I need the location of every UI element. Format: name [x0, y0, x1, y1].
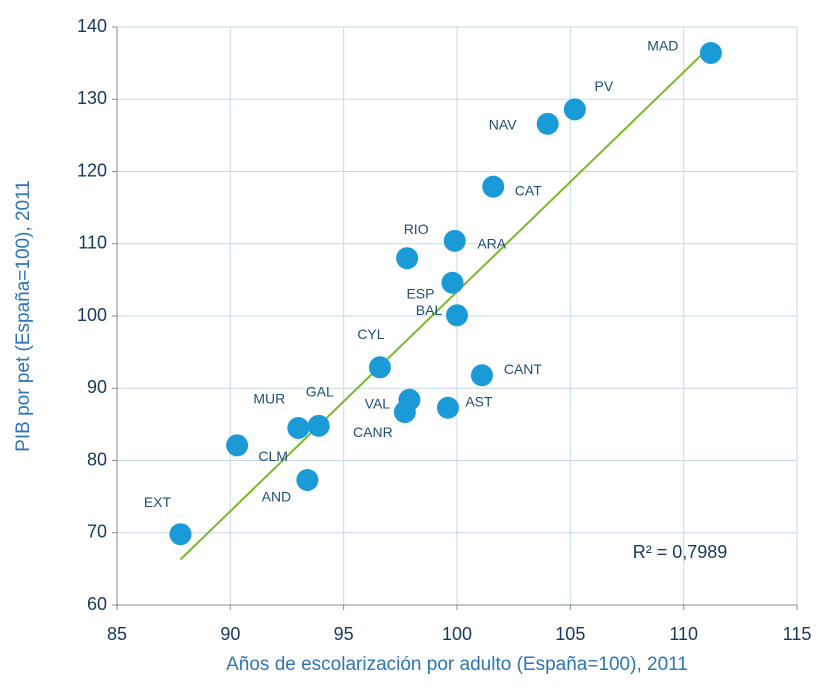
y-axis-title: PIB por pet (España=100), 2011 [13, 180, 34, 452]
point-label: EXT [144, 494, 172, 510]
x-tick-label: 95 [334, 624, 354, 644]
y-tick-label: 140 [77, 16, 107, 36]
x-tick-label: 105 [555, 624, 585, 644]
r-squared: R² = 0,7989 [633, 542, 728, 562]
point-label: AND [262, 489, 292, 505]
point [368, 356, 391, 379]
point-label: CYL [357, 326, 384, 342]
point [470, 364, 493, 387]
point [169, 523, 192, 546]
point [396, 247, 419, 270]
point-label: PV [595, 78, 614, 94]
point-label: BAL [416, 302, 443, 318]
point [446, 304, 468, 327]
point-label: GAL [306, 384, 334, 400]
point [699, 42, 722, 65]
y-tick-label: 110 [78, 233, 107, 253]
y-tick-label: 80 [87, 449, 107, 469]
y-tick-label: 130 [77, 88, 107, 108]
point-label: CAT [515, 182, 542, 198]
point [436, 396, 459, 419]
point-label: VAL [365, 396, 391, 412]
point [536, 112, 559, 135]
x-tick-label: 100 [442, 624, 472, 644]
x-axis-title: Años de escolarización por adulto (Españ… [226, 654, 688, 675]
point-label: CANT [504, 361, 543, 377]
point-label: AST [465, 393, 493, 409]
y-tick-label: 60 [87, 594, 107, 614]
point-label: NAV [489, 117, 517, 133]
y-tick-label: 100 [77, 305, 107, 325]
point-label: CLM [258, 448, 288, 464]
x-tick-label: 110 [669, 624, 698, 644]
point-label: CANR [353, 424, 393, 440]
x-tick-label: 85 [107, 624, 127, 644]
point [441, 271, 464, 294]
point [443, 229, 466, 252]
point [393, 401, 416, 424]
point-label: RIO [404, 221, 429, 237]
point-label: MAD [647, 38, 678, 54]
y-tick-label: 70 [87, 522, 107, 542]
y-tick-label: 90 [87, 377, 107, 397]
x-tick-label: 90 [220, 624, 240, 644]
point [482, 175, 505, 198]
point [307, 414, 330, 437]
point-label: ESP [406, 285, 434, 301]
trendline [179, 45, 712, 561]
point-label: MUR [253, 391, 285, 407]
point [563, 98, 586, 121]
point [226, 434, 249, 457]
point [287, 416, 310, 439]
point-label: ARA [477, 236, 506, 252]
y-tick-label: 120 [77, 160, 107, 180]
point [296, 469, 319, 492]
x-tick-label: 115 [783, 624, 812, 644]
